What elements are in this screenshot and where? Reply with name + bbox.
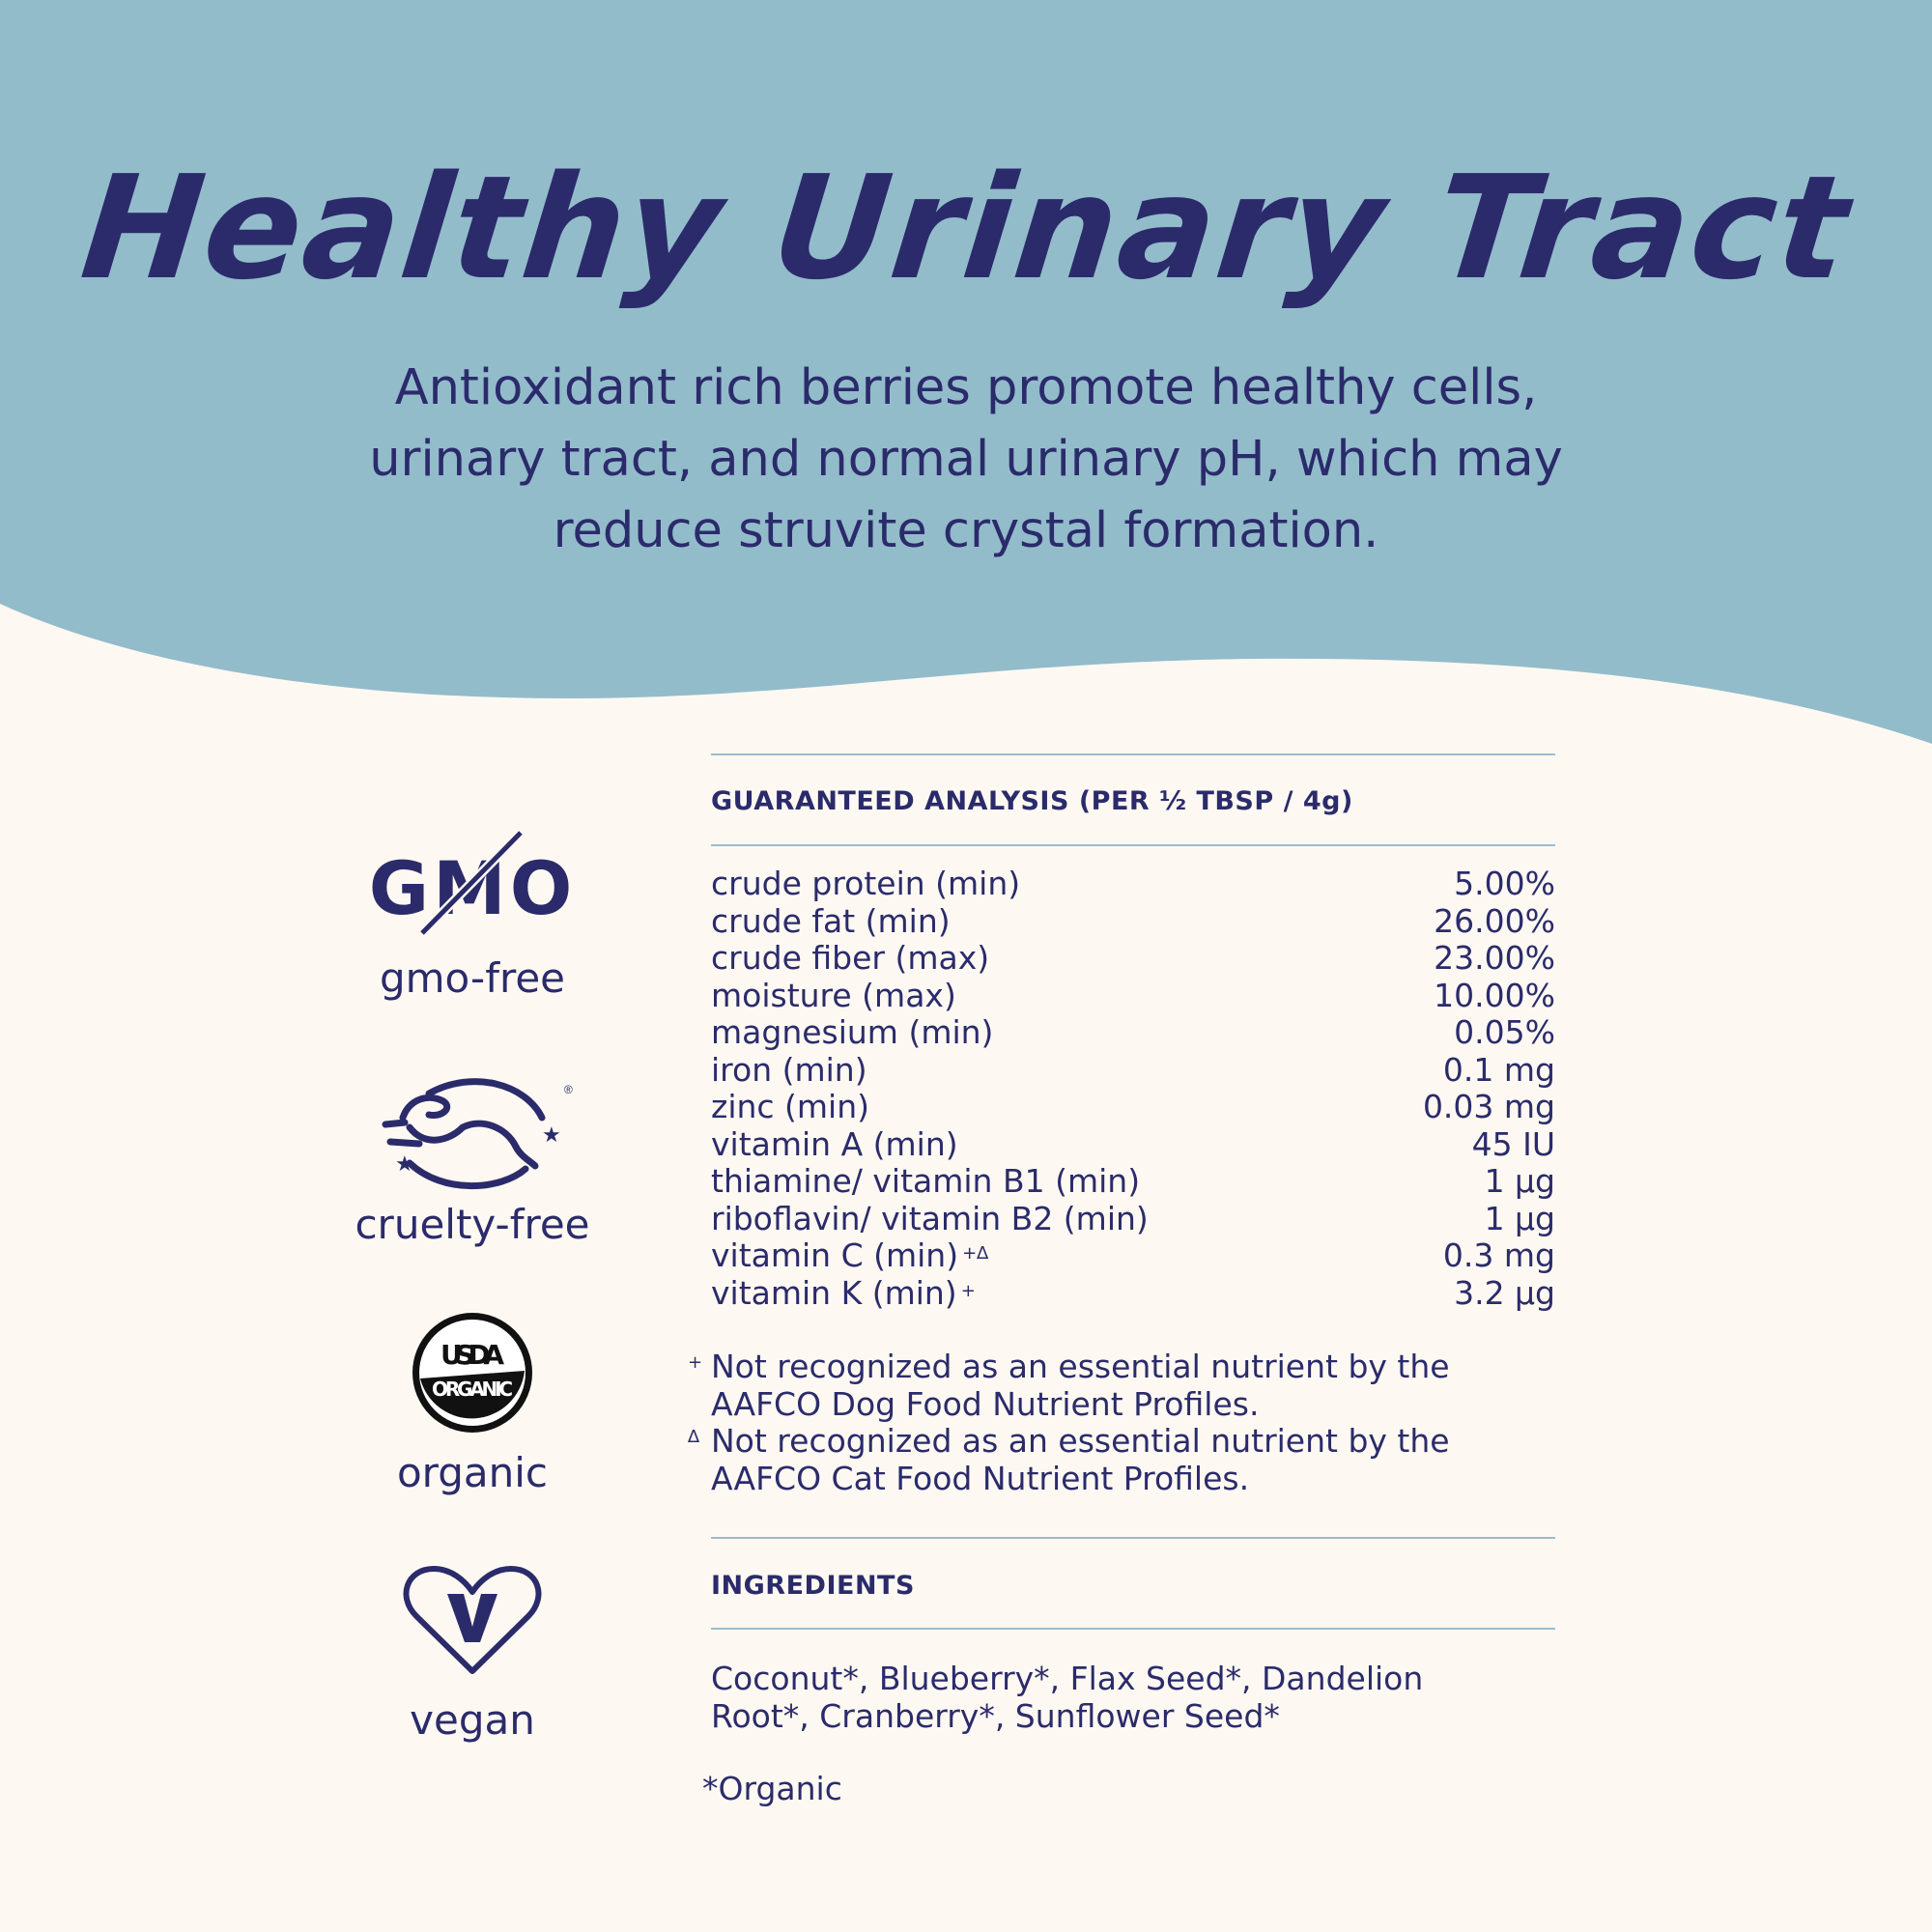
analysis-row: riboflavin/ vitamin B2 (min) 1 µg bbox=[711, 1199, 1555, 1238]
ingredients-heading: INGREDIENTS bbox=[711, 1571, 915, 1601]
nutrient-name: iron (min) bbox=[711, 1050, 871, 1090]
nutrient-value: 3.2 µg bbox=[1454, 1273, 1555, 1312]
footnote-line: AAFCO Cat Food Nutrient Profiles. bbox=[711, 1459, 1250, 1497]
nutrient-name: moisture (max) bbox=[711, 976, 960, 1015]
footnote: + Not recognized as an essential nutrien… bbox=[688, 1348, 1557, 1423]
nutrient-value: 10.00% bbox=[1434, 976, 1555, 1014]
analysis-row: thiamine/ vitamin B1 (min) 1 µg bbox=[711, 1162, 1555, 1201]
nutrient-name: vitamin K (min) + bbox=[711, 1273, 976, 1313]
analysis-row: crude protein (min) 5.00% bbox=[711, 865, 1555, 903]
nutrient-label: crude protein (min) bbox=[711, 865, 1021, 902]
analysis-row: crude fat (min) 26.00% bbox=[711, 901, 1555, 941]
nutrient-label: zinc (min) bbox=[711, 1088, 870, 1125]
nutrient-value: 0.03 mg bbox=[1422, 1088, 1555, 1125]
badge-label-cruelty-free: cruelty-free bbox=[355, 1201, 590, 1248]
nutrient-name: magnesium (min) bbox=[711, 1013, 997, 1052]
footnote: ∆ Not recognized as an essential nutrien… bbox=[688, 1422, 1557, 1497]
nutrient-name: vitamin C (min) +∆ bbox=[711, 1236, 989, 1275]
nutrient-label: magnesium (min) bbox=[711, 1013, 994, 1051]
svg-text:®: ® bbox=[564, 1083, 573, 1096]
svg-text:USDA: USDA bbox=[440, 1339, 504, 1371]
subtitle-line: Antioxidant rich berries promote healthy… bbox=[394, 359, 1538, 416]
page-title: Healthy Urinary Tract bbox=[74, 145, 1858, 311]
footnotes: + Not recognized as an essential nutrien… bbox=[688, 1348, 1557, 1497]
nutrient-label: vitamin A (min) bbox=[711, 1124, 958, 1163]
svg-text:ORGANIC: ORGANIC bbox=[432, 1378, 513, 1401]
analysis-row: crude fiber (max) 23.00% bbox=[711, 939, 1555, 978]
badge-label-vegan: vegan bbox=[410, 1696, 535, 1744]
divider bbox=[711, 1537, 1555, 1539]
analysis-row: vitamin A (min) 45 IU bbox=[711, 1124, 1555, 1164]
nutrient-label: thiamine/ vitamin B1 (min) bbox=[711, 1162, 1141, 1200]
ingredients-line: Root*, Cranberry*, Sunflower Seed* bbox=[711, 1697, 1280, 1735]
subtitle: Antioxidant rich berries promote healthy… bbox=[242, 353, 1690, 567]
svg-text:★: ★ bbox=[395, 1151, 414, 1176]
nutrient-label: vitamin C (min) bbox=[711, 1236, 959, 1274]
nutrient-value: 1 µg bbox=[1484, 1162, 1555, 1200]
gmo-crossed-icon: GMO bbox=[327, 829, 617, 940]
usda-organic-seal-icon: USDA ORGANIC bbox=[327, 1309, 617, 1441]
nutrient-label: vitamin K (min) bbox=[711, 1273, 957, 1312]
nutrient-label: iron (min) bbox=[711, 1050, 867, 1089]
nutrient-footnote-mark: + bbox=[960, 1280, 976, 1301]
nutrient-name: zinc (min) bbox=[711, 1088, 873, 1126]
vegan-heart-icon bbox=[327, 1563, 617, 1684]
subtitle-line: reduce struvite crystal formation. bbox=[553, 502, 1379, 559]
analysis-row: iron (min) 0.1 mg bbox=[711, 1050, 1555, 1090]
leaping-bunny-icon: ® ★ ★ bbox=[327, 1074, 617, 1195]
nutrient-label: crude fat (min) bbox=[711, 901, 951, 940]
divider bbox=[711, 753, 1555, 755]
divider bbox=[711, 1628, 1555, 1630]
organic-note: *Organic bbox=[702, 1770, 842, 1807]
badge-label-gmo-free: gmo-free bbox=[379, 954, 565, 1002]
analysis-heading: GUARANTEED ANALYSIS (PER ½ TBSP / 4g) bbox=[711, 786, 1353, 816]
nutrient-value: 23.00% bbox=[1434, 939, 1555, 977]
ingredients-line: Coconut*, Blueberry*, Flax Seed*, Dandel… bbox=[711, 1660, 1424, 1697]
ingredients-list: Coconut*, Blueberry*, Flax Seed*, Dandel… bbox=[711, 1660, 1561, 1735]
nutrient-name: vitamin A (min) bbox=[711, 1124, 962, 1164]
nutrient-value: 0.1 mg bbox=[1442, 1050, 1555, 1089]
analysis-row: vitamin K (min) +3.2 µg bbox=[711, 1273, 1555, 1313]
nutrient-value: 1 µg bbox=[1484, 1199, 1555, 1237]
nutrient-label: moisture (max) bbox=[711, 976, 956, 1014]
nutrient-value: 0.3 mg bbox=[1442, 1236, 1555, 1274]
nutrient-label: riboflavin/ vitamin B2 (min) bbox=[711, 1199, 1149, 1237]
footnote-line: AAFCO Dog Food Nutrient Profiles. bbox=[711, 1384, 1260, 1423]
analysis-table: crude protein (min) 5.00% crude fat (min) 2… bbox=[711, 865, 1555, 1313]
badge-label-organic: organic bbox=[396, 1449, 548, 1496]
nutrient-name: thiamine/ vitamin B1 (min) bbox=[711, 1162, 1144, 1201]
analysis-row: vitamin C (min) +∆ 0.3 mg bbox=[711, 1236, 1555, 1275]
subtitle-line: urinary tract, and normal urinary pH, wh… bbox=[369, 431, 1563, 488]
analysis-row: moisture (max) 10.00% bbox=[711, 976, 1555, 1015]
nutrient-label: crude fiber (max) bbox=[711, 939, 990, 977]
footnote-line: Not recognized as an essential nutrient … bbox=[711, 1422, 1450, 1460]
nutrient-name: crude fat (min) bbox=[711, 901, 954, 941]
footnote-mark: ∆ bbox=[688, 1427, 700, 1447]
nutrient-value: 5.00% bbox=[1454, 865, 1555, 902]
footnote-line: Not recognized as an essential nutrient … bbox=[711, 1348, 1450, 1385]
nutrient-name: crude protein (min) bbox=[711, 865, 1024, 903]
nutrient-value: 45 IU bbox=[1471, 1124, 1555, 1163]
svg-text:★: ★ bbox=[542, 1122, 561, 1147]
header-wave-background bbox=[0, 0, 1932, 744]
nutrient-name: riboflavin/ vitamin B2 (min) bbox=[711, 1199, 1152, 1238]
analysis-row: magnesium (min) 0.05% bbox=[711, 1013, 1555, 1052]
nutrient-value: 0.05% bbox=[1454, 1013, 1555, 1051]
footnote-mark: + bbox=[688, 1352, 703, 1373]
nutrient-name: crude fiber (max) bbox=[711, 939, 993, 978]
nutrient-footnote-mark: +∆ bbox=[962, 1243, 989, 1264]
analysis-row: zinc (min) 0.03 mg bbox=[711, 1088, 1555, 1126]
divider bbox=[711, 844, 1555, 846]
nutrient-value: 26.00% bbox=[1434, 901, 1555, 940]
